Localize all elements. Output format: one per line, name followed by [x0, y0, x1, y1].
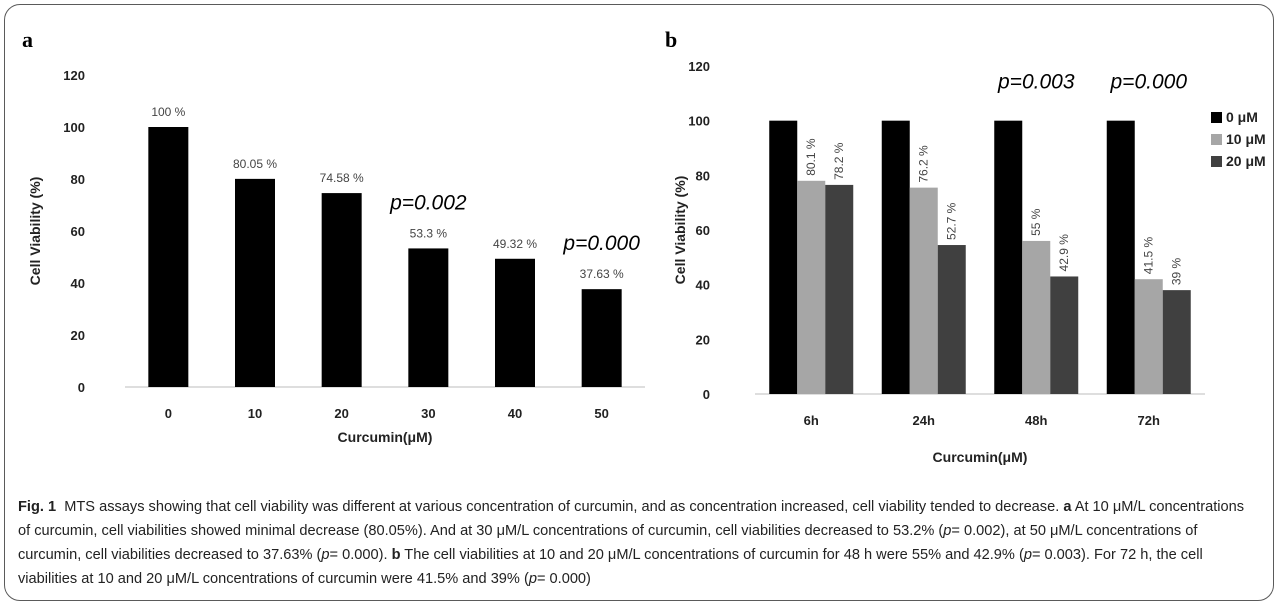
chart-b: b 0 20 40 60 80 100 120 80.1 % 78.2 % 6h 76.2 % 52.7… — [665, 27, 1266, 465]
x-axis-title: Curcumin(μM) — [338, 429, 433, 445]
caption-a-text-3: = 0.000). — [329, 547, 388, 563]
legend-swatch-1 — [1211, 134, 1222, 145]
y-tick-label: 0 — [78, 380, 85, 395]
data-label-24h-s1: 76.2 % — [917, 145, 931, 183]
y-tick-label: 40 — [71, 276, 85, 291]
p-value-annotation: p=0.000 — [1110, 71, 1188, 94]
bar-6h-s2 — [825, 184, 854, 394]
data-label-40: 49.32 % — [493, 237, 537, 251]
legend-swatch-2 — [1211, 156, 1222, 167]
data-label-6h-s1: 80.1 % — [804, 138, 818, 176]
data-label-6h-s2: 78.2 % — [832, 142, 846, 180]
caption-fig-label: Fig. 1 — [18, 499, 57, 515]
y-tick-label: 120 — [688, 59, 710, 74]
caption-a-p2: p — [321, 547, 330, 563]
figure-caption: Fig. 1 MTS assays showing that cell viab… — [18, 495, 1258, 591]
chart-a: a 0 20 40 60 80 100 120 100 % 0 80.05 % 10 74.58 % 20… — [22, 27, 645, 445]
bar-20 — [321, 193, 362, 387]
caption-a-label: a — [1063, 499, 1072, 515]
data-label-20: 74.58 % — [320, 171, 364, 185]
legend-label-1: 10 μM — [1226, 131, 1266, 147]
x-tick-label: 6h — [804, 413, 819, 428]
caption-a-p1: p — [943, 523, 952, 539]
data-label-30: 53.3 % — [410, 226, 448, 240]
caption-b-p1: p — [1023, 547, 1032, 563]
bar-0 — [148, 127, 189, 387]
bar-72h-s0 — [1106, 120, 1135, 395]
data-label-72h-s2: 39 % — [1170, 257, 1184, 285]
y-tick-label: 40 — [696, 278, 710, 293]
y-tick-label: 0 — [703, 387, 710, 402]
p-value-annotation: p=0.003 — [997, 71, 1075, 94]
y-tick-label: 100 — [688, 114, 710, 129]
caption-a-text-2: = 0.002), at 50 μM/L concentrations of c… — [18, 523, 1198, 563]
x-tick-label: 0 — [165, 406, 172, 421]
bar-72h-s1 — [1134, 279, 1163, 394]
legend-label-0: 0 μM — [1226, 109, 1258, 125]
legend-swatch-0 — [1211, 112, 1222, 123]
y-tick-label: 60 — [696, 223, 710, 238]
data-label-0: 100 % — [151, 105, 185, 119]
caption-a-text-1: At 10 μM/L concentrations of curcumin, c… — [18, 499, 1245, 539]
data-label-72h-s1: 41.5 % — [1142, 237, 1156, 275]
y-tick-label: 80 — [71, 172, 85, 187]
y-axis-title: Cell Viability (%) — [27, 177, 43, 286]
caption-b-text-1: The cell viabilities at 10 and 20 μM/L c… — [404, 547, 1024, 563]
bar-50 — [581, 289, 622, 387]
x-tick-label: 24h — [913, 413, 935, 428]
x-tick-label: 50 — [594, 406, 608, 421]
x-tick-label: 30 — [421, 406, 435, 421]
y-tick-label: 80 — [696, 168, 710, 183]
y-axis-title: Cell Viability (%) — [672, 176, 688, 285]
y-tick-label: 100 — [63, 120, 85, 135]
legend-label-2: 20 μM — [1226, 153, 1266, 169]
panel-label-b: b — [665, 27, 677, 52]
caption-b-text-2: = 0.003). For 72 h, the cell viabilities… — [18, 547, 1203, 587]
caption-b-text-3: = 0.000) — [536, 571, 591, 587]
bar-30 — [408, 248, 449, 387]
x-tick-label: 20 — [334, 406, 348, 421]
x-tick-label: 72h — [1138, 413, 1160, 428]
caption-intro: MTS assays showing that cell viability w… — [64, 499, 1060, 515]
panel-label-a: a — [22, 27, 33, 52]
bar-48h-s0 — [994, 120, 1023, 395]
data-label-50: 37.63 % — [580, 267, 624, 281]
bar-40 — [495, 258, 535, 387]
data-label-48h-s1: 55 % — [1029, 208, 1043, 236]
caption-b-p2: p — [528, 571, 537, 587]
data-label-24h-s2: 52.7 % — [945, 202, 959, 240]
data-label-48h-s2: 42.9 % — [1057, 234, 1071, 272]
bar-6h-s1 — [797, 180, 826, 394]
p-value-annotation: p=0.000 — [562, 232, 640, 255]
bar-24h-s2 — [937, 245, 966, 394]
bar-24h-s0 — [881, 120, 910, 395]
p-value-annotation: p=0.002 — [389, 191, 467, 214]
y-tick-label: 120 — [63, 68, 85, 83]
bar-72h-s2 — [1162, 290, 1191, 394]
bar-10 — [235, 178, 275, 387]
data-label-10: 80.05 % — [233, 157, 277, 171]
x-axis-title: Curcumin(μM) — [933, 449, 1028, 465]
y-tick-label: 60 — [71, 224, 85, 239]
y-tick-label: 20 — [696, 332, 710, 347]
bar-48h-s2 — [1050, 276, 1079, 394]
y-tick-label: 20 — [71, 328, 85, 343]
bar-24h-s1 — [909, 187, 938, 394]
bar-6h-s0 — [769, 120, 798, 395]
x-tick-label: 40 — [508, 406, 522, 421]
caption-b-label: b — [391, 547, 401, 563]
bar-48h-s1 — [1022, 240, 1051, 394]
figure-frame — [4, 4, 1274, 601]
x-tick-label: 10 — [248, 406, 262, 421]
x-tick-label: 48h — [1025, 413, 1047, 428]
